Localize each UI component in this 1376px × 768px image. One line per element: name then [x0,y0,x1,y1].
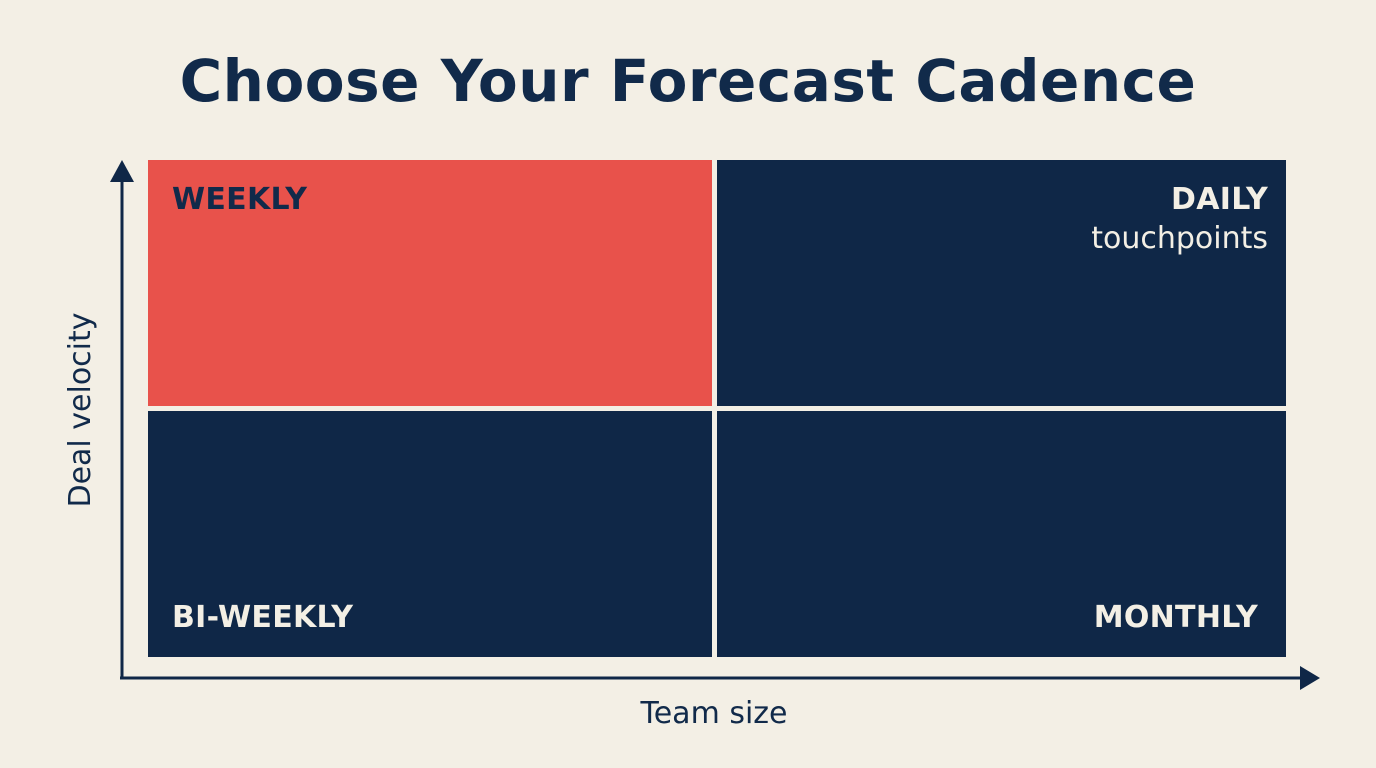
quadrant-label: BI-WEEKLY [172,600,354,635]
quadrant-label: MONTHLY [1093,600,1258,635]
quadrant-sublabel: touchpoints [1091,221,1268,256]
quadrant-label: WEEKLY [172,182,308,217]
x-axis-label: Team size [640,696,788,731]
page-title: Choose Your Forecast Cadence [179,47,1197,115]
y-axis-arrow-icon [110,160,134,679]
quadrant-bi-weekly: BI-WEEKLY [148,411,712,657]
quadrant-label: DAILY [1171,182,1268,217]
quadrant-weekly: WEEKLY [148,160,712,406]
x-axis-arrow-icon [120,666,1320,690]
quadrant-monthly: MONTHLY [717,411,1286,657]
quadrant-daily: DAILY touchpoints [717,160,1286,406]
y-axis-label: Deal velocity [63,312,98,508]
